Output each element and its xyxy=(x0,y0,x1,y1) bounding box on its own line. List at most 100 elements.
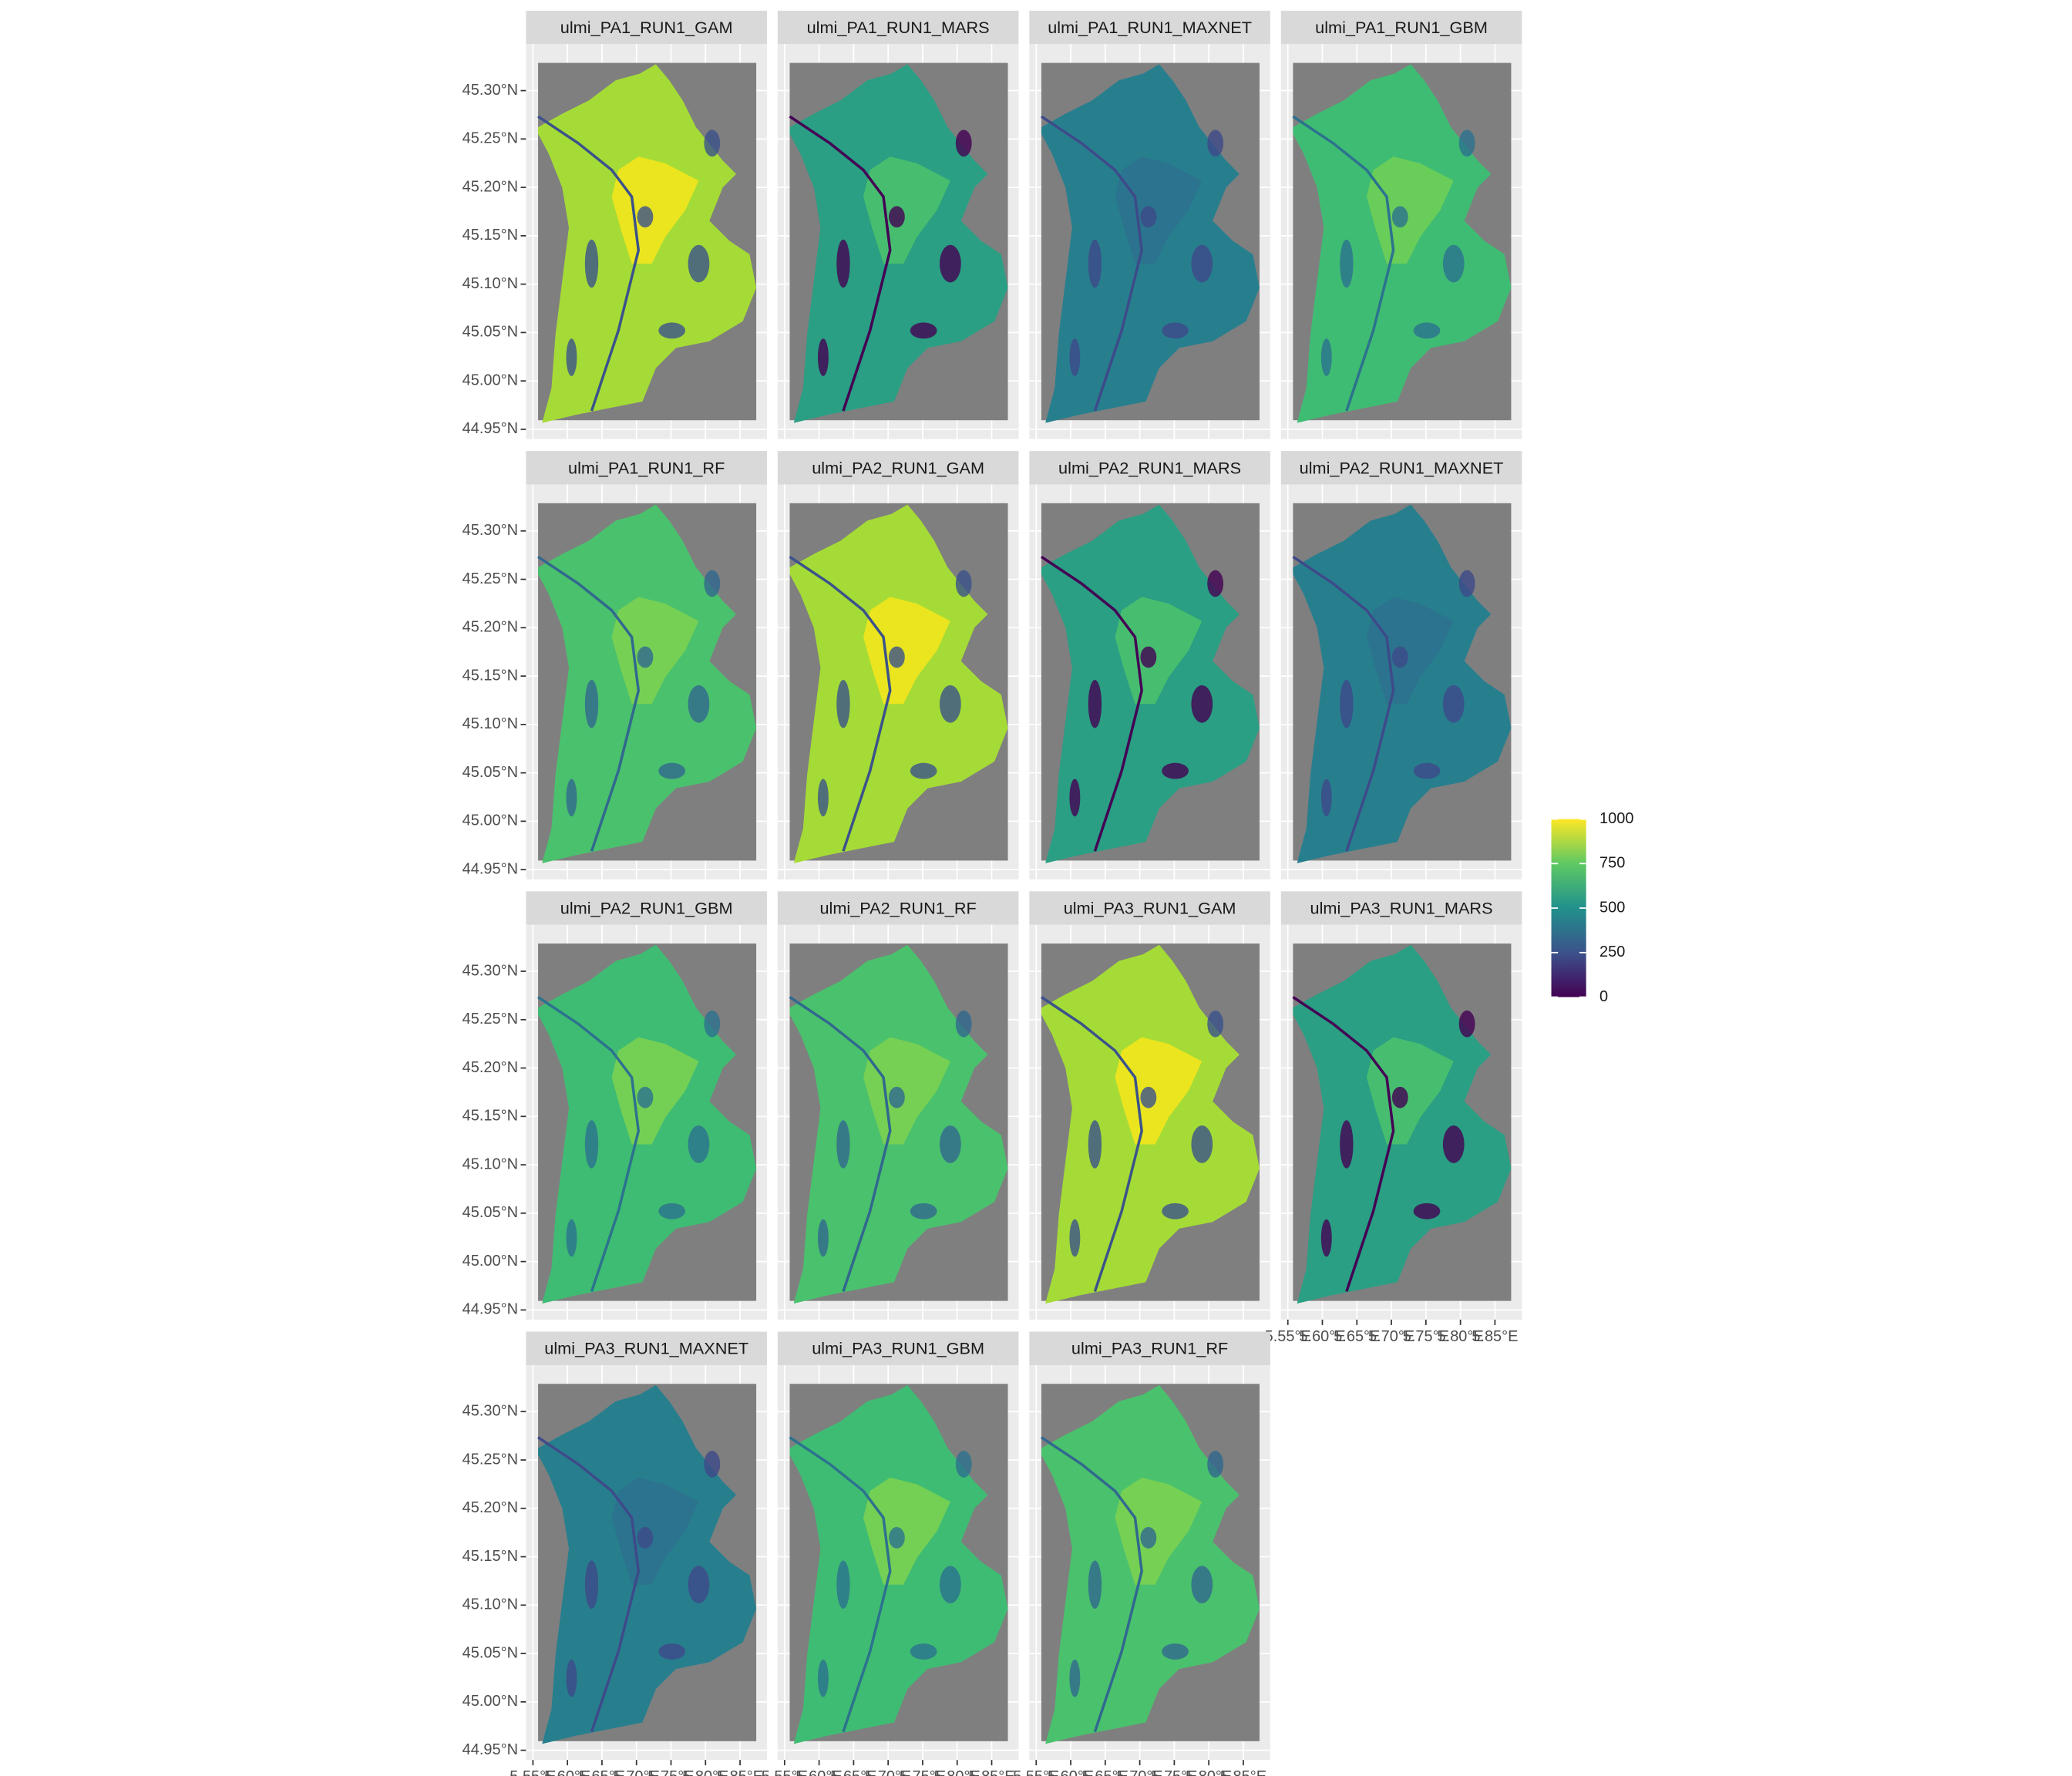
raster-patch xyxy=(1140,1527,1157,1549)
strip xyxy=(1029,451,1270,485)
raster-patch xyxy=(584,239,599,288)
raster-patch xyxy=(1207,1451,1224,1478)
facet: ulmi_PA1_RUN1_MARS xyxy=(777,10,1019,439)
x-tick-label: 5.75°E xyxy=(1151,1768,1197,1776)
strip-title: ulmi_PA2_RUN1_GAM xyxy=(812,458,984,477)
y-tick-label: 45.30°N xyxy=(462,1402,518,1419)
strip-title: ulmi_PA2_RUN1_GBM xyxy=(560,899,733,918)
raster-patch xyxy=(1207,570,1224,597)
raster-patch xyxy=(1069,779,1081,817)
x-tick-label: 5.65°E xyxy=(1082,1768,1128,1776)
y-tick-label: 45.20°N xyxy=(462,1499,518,1516)
raster-patch xyxy=(704,130,721,157)
raster-patch xyxy=(955,1010,972,1038)
raster-patch xyxy=(566,1659,577,1697)
strip xyxy=(526,451,767,485)
y-tick-label: 45.05°N xyxy=(462,324,518,341)
raster-patch xyxy=(1413,762,1441,779)
x-tick-label: 5.60°E xyxy=(796,1768,843,1776)
raster-patch xyxy=(566,779,577,817)
facet: ulmi_PA1_RUN1_MAXNET xyxy=(1029,10,1270,439)
raster-patch xyxy=(637,1086,654,1108)
raster-patch xyxy=(1162,322,1189,339)
x-tick-label: 5.55°E xyxy=(762,1768,808,1776)
strip xyxy=(777,10,1019,45)
colorbar-label: 250 xyxy=(1599,944,1625,960)
raster-patch xyxy=(1088,1120,1102,1169)
facet: ulmi_PA2_RUN1_MARS xyxy=(1029,451,1270,880)
raster-patch xyxy=(584,1120,599,1169)
raster-patch xyxy=(1320,338,1332,376)
raster-patch xyxy=(566,338,577,376)
raster-patch xyxy=(1391,206,1408,228)
raster-patch xyxy=(704,1010,721,1038)
raster-patch xyxy=(658,1643,686,1660)
strip xyxy=(526,10,767,45)
strip xyxy=(777,451,1019,485)
raster-patch xyxy=(658,1202,686,1219)
strip-title: ulmi_PA3_RUN1_GBM xyxy=(812,1339,984,1358)
raster-patch xyxy=(817,1659,829,1697)
y-tick-label: 45.00°N xyxy=(462,1253,518,1270)
y-tick-label: 45.20°N xyxy=(462,619,518,636)
facet: ulmi_PA2_RUN1_RF xyxy=(777,891,1019,1320)
y-tick-label: 45.25°N xyxy=(462,130,518,147)
raster-patch xyxy=(1162,1643,1189,1660)
y-tick-label: 45.25°N xyxy=(462,1451,518,1468)
facet: ulmi_PA2_RUN1_MAXNET xyxy=(1280,451,1522,880)
y-tick-label: 45.05°N xyxy=(462,764,518,781)
strip-title: ulmi_PA1_RUN1_RF xyxy=(568,458,725,477)
river xyxy=(1040,1436,1143,1733)
raster-patch xyxy=(836,1120,850,1169)
y-tick-label: 45.05°N xyxy=(462,1204,518,1221)
y-tick-label: 45.25°N xyxy=(462,1011,518,1028)
x-tick-label: 5.70°E xyxy=(1368,1328,1414,1345)
strip xyxy=(1280,891,1522,925)
raster-patch xyxy=(817,779,829,817)
study-area-core xyxy=(611,1037,699,1145)
raster-patch xyxy=(1207,1010,1224,1038)
raster-patch xyxy=(955,130,972,157)
raster-patch xyxy=(1340,239,1354,288)
raster-patch xyxy=(1442,684,1465,723)
strip xyxy=(1029,10,1270,45)
raster-patch xyxy=(939,1125,961,1163)
raster-patch xyxy=(1069,338,1081,376)
raster-patch xyxy=(910,1202,937,1219)
strip-title: ulmi_PA2_RUN1_RF xyxy=(819,899,976,918)
strip xyxy=(1029,891,1270,925)
y-tick-label: 45.30°N xyxy=(462,522,518,539)
y-tick-label: 45.00°N xyxy=(462,812,518,829)
raster-patch xyxy=(1140,646,1157,668)
raster-patch xyxy=(637,206,654,228)
study-area-core xyxy=(863,1037,950,1145)
facet: ulmi_PA2_RUN1_GAM xyxy=(777,451,1019,880)
raster-patch xyxy=(817,1219,829,1257)
raster-patch xyxy=(1162,1202,1189,1219)
study-area-core xyxy=(1115,1037,1202,1145)
raster-patch xyxy=(637,1527,654,1549)
raster-patch xyxy=(1140,206,1157,228)
y-tick-label: 45.20°N xyxy=(462,178,518,195)
x-tick-label: 5.65°E xyxy=(579,1768,625,1776)
colorbar-label: 500 xyxy=(1599,899,1625,916)
x-tick-label: 5.85°E xyxy=(1220,1768,1266,1776)
raster-patch xyxy=(688,244,710,283)
raster-patch xyxy=(939,684,961,723)
strip-title: ulmi_PA1_RUN1_GAM xyxy=(560,18,733,37)
y-tick-label: 45.15°N xyxy=(462,667,518,684)
raster-patch xyxy=(584,680,599,728)
x-tick-label: 5.60°E xyxy=(544,1768,590,1776)
x-tick-label: 5.70°E xyxy=(614,1768,660,1776)
raster-patch xyxy=(688,1125,710,1163)
river xyxy=(789,555,892,852)
river xyxy=(1040,996,1143,1293)
study-area-core xyxy=(1115,597,1202,705)
raster-patch xyxy=(704,1451,721,1478)
facet: ulmi_PA1_RUN1_GAM 44.95°N 45.00°N 45.05°N 45… xyxy=(462,10,767,439)
raster-patch xyxy=(688,684,710,723)
facet: ulmi_PA3_RUN1_MARS 5.55°E5.60°E5.65°E5.70… xyxy=(1265,891,1522,1345)
strip xyxy=(777,891,1019,925)
study-area-core xyxy=(1115,1477,1202,1585)
